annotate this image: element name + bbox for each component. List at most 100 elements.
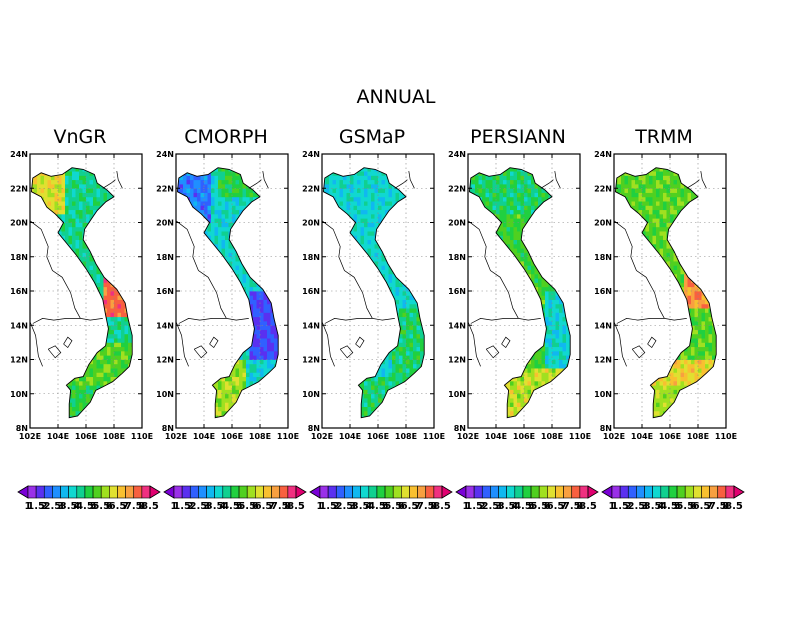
lat-tick-label: 16N (448, 287, 466, 296)
lon-tick-label: 110E (715, 432, 737, 441)
colorbar-label: 8.5 (141, 501, 159, 512)
lat-tick-label: 20N (10, 219, 28, 228)
lon-tick-label: 110E (569, 432, 591, 441)
lon-tick-label: 106E (659, 432, 681, 441)
lon-tick-label: 106E (75, 432, 97, 441)
lat-tick-label: 14N (448, 321, 466, 330)
lon-tick-label: 108E (103, 432, 125, 441)
lon-tick-label: 106E (513, 432, 535, 441)
lat-tick-label: 10N (10, 390, 28, 399)
lat-tick-label: 12N (594, 356, 612, 365)
lat-tick-label: 10N (156, 390, 174, 399)
lake-outline (632, 346, 645, 358)
colorbar: 11.522.533.544.555.566.577.588.5 (310, 486, 452, 512)
lat-tick-label: 14N (10, 321, 28, 330)
lon-tick-label: 102E (19, 432, 41, 441)
lat-tick-label: 22N (594, 184, 612, 193)
lat-tick-label: 24N (594, 150, 612, 159)
lat-tick-label: 24N (156, 150, 174, 159)
lat-tick-label: 16N (302, 287, 320, 296)
lat-tick-label: 18N (156, 253, 174, 262)
lat-tick-label: 20N (594, 219, 612, 228)
lat-tick-label: 10N (448, 390, 466, 399)
lon-tick-label: 110E (423, 432, 445, 441)
lat-tick-label: 22N (10, 184, 28, 193)
lon-tick-label: 106E (367, 432, 389, 441)
lon-tick-label: 108E (395, 432, 417, 441)
panel-title: VnGR (54, 126, 107, 148)
border-line (33, 318, 103, 323)
lat-tick-label: 24N (448, 150, 466, 159)
lat-tick-label: 24N (302, 150, 320, 159)
panel-title: TRMM (634, 126, 693, 148)
lat-tick-label: 20N (448, 219, 466, 228)
panel-title: PERSIANN (470, 126, 566, 148)
border-line (395, 180, 408, 189)
border-line (687, 180, 700, 189)
border-line (555, 171, 561, 188)
colorbar: 11.522.533.544.555.566.577.588.5 (602, 486, 744, 512)
lon-tick-label: 104E (47, 432, 69, 441)
border-line (263, 171, 269, 188)
border-line (103, 180, 116, 189)
lon-tick-label: 102E (457, 432, 479, 441)
colorbar-label: 8.5 (725, 501, 743, 512)
border-line (471, 318, 541, 323)
colorbar-label: 8.5 (579, 501, 597, 512)
lat-tick-label: 20N (302, 219, 320, 228)
border-line (409, 171, 415, 188)
colorbar-label: 8.5 (287, 501, 305, 512)
lat-tick-label: 14N (302, 321, 320, 330)
border-line (179, 318, 249, 323)
lat-tick-label: 12N (302, 356, 320, 365)
lat-tick-label: 22N (156, 184, 174, 193)
lake-outline (340, 346, 353, 358)
border-line (617, 318, 687, 323)
lon-tick-label: 108E (249, 432, 271, 441)
lat-tick-label: 18N (10, 253, 28, 262)
lake-outline (502, 337, 510, 347)
lon-tick-label: 108E (687, 432, 709, 441)
lat-tick-label: 18N (302, 253, 320, 262)
lon-tick-label: 102E (311, 432, 333, 441)
lake-outline (48, 346, 61, 358)
panel-title: CMORPH (184, 126, 268, 148)
lat-tick-label: 14N (594, 321, 612, 330)
lake-outline (356, 337, 364, 347)
lon-tick-label: 102E (603, 432, 625, 441)
lon-tick-label: 110E (131, 432, 153, 441)
border-line (117, 171, 123, 188)
lat-tick-label: 16N (156, 287, 174, 296)
lon-tick-label: 102E (165, 432, 187, 441)
lake-outline (64, 337, 72, 347)
lon-tick-label: 108E (541, 432, 563, 441)
colorbar-label: 8.5 (433, 501, 451, 512)
lat-tick-label: 14N (156, 321, 174, 330)
colorbar: 11.522.533.544.555.566.577.588.5 (18, 486, 160, 512)
lat-tick-label: 22N (302, 184, 320, 193)
lon-tick-label: 110E (277, 432, 299, 441)
border-line (541, 180, 554, 189)
lon-tick-label: 104E (193, 432, 215, 441)
lon-tick-label: 106E (221, 432, 243, 441)
lat-tick-label: 24N (10, 150, 28, 159)
lat-tick-label: 12N (448, 356, 466, 365)
lat-tick-label: 12N (10, 356, 28, 365)
lon-tick-label: 104E (485, 432, 507, 441)
lake-outline (210, 337, 218, 347)
colorbar: 11.522.533.544.555.566.577.588.5 (456, 486, 598, 512)
lon-tick-label: 104E (339, 432, 361, 441)
lat-tick-label: 10N (302, 390, 320, 399)
lat-tick-label: 20N (156, 219, 174, 228)
figure-title: ANNUAL (357, 86, 436, 108)
lat-tick-label: 22N (448, 184, 466, 193)
